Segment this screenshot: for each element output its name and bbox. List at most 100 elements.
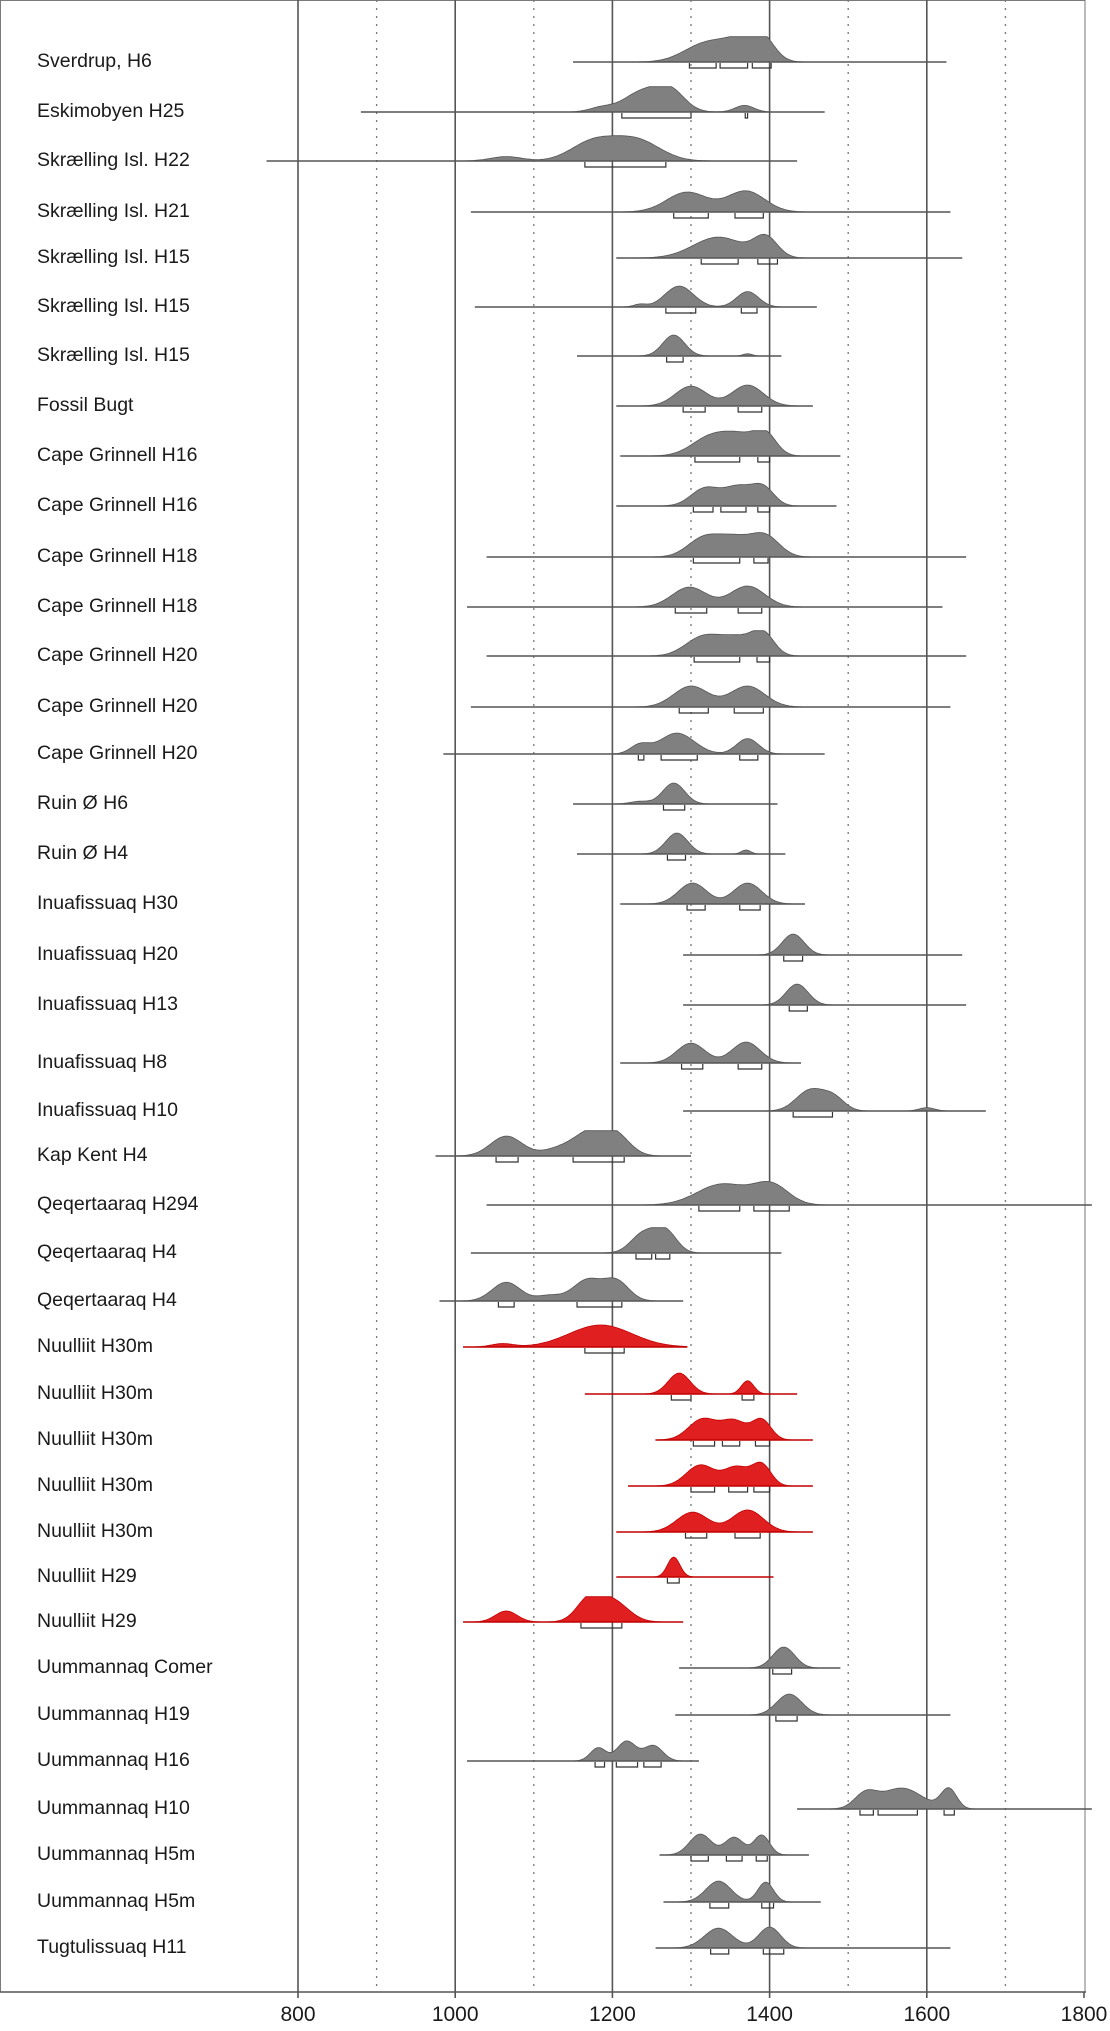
sample-row xyxy=(266,135,798,168)
sigma-bracket xyxy=(739,905,761,911)
x-tick-label: 1000 xyxy=(432,2003,479,2026)
density-curve xyxy=(655,1417,813,1441)
density-curve xyxy=(616,1509,813,1533)
sigma-bracket xyxy=(670,1395,692,1401)
sigma-bracket xyxy=(751,63,772,69)
density-curve xyxy=(616,482,837,507)
sigma-bracket xyxy=(690,1487,716,1493)
sample-label: Skrælling Isl. H15 xyxy=(37,246,190,268)
density-curve xyxy=(683,983,967,1006)
sigma-bracket xyxy=(740,308,758,314)
density-curve xyxy=(577,334,782,357)
sigma-bracket xyxy=(655,1254,671,1260)
sample-row xyxy=(616,233,963,265)
sigma-bracket xyxy=(709,1903,730,1909)
sample-label: Skrælling Isl. H15 xyxy=(37,295,190,317)
density-curve xyxy=(266,135,798,162)
sample-row xyxy=(655,1926,951,1955)
sigma-bracket xyxy=(725,1856,743,1862)
density-curve xyxy=(616,233,963,259)
sigma-bracket xyxy=(788,1006,808,1012)
density-curve xyxy=(435,1130,691,1157)
sigma-bracket xyxy=(692,1441,716,1447)
sample-row xyxy=(683,933,963,962)
sample-row xyxy=(486,532,967,564)
sample-row xyxy=(620,1041,802,1070)
density-curve xyxy=(628,1461,813,1487)
sample-label: Nuulliit H30m xyxy=(37,1520,153,1542)
sample-labels: Sverdrup, H6 Eskimobyen H25 Skrælling Isl.… xyxy=(37,50,213,1958)
sigma-bracket xyxy=(877,1810,918,1816)
sigma-bracket xyxy=(497,1302,515,1308)
density-curve xyxy=(439,1277,684,1302)
density-curve xyxy=(620,430,841,457)
density-curve xyxy=(470,1227,782,1254)
sigma-bracket xyxy=(621,113,692,119)
sample-label: Kap Kent H4 xyxy=(37,1144,148,1166)
sample-row xyxy=(679,1646,841,1675)
x-tick-label: 1800 xyxy=(1061,2003,1108,2026)
sample-row xyxy=(655,1417,813,1447)
sigma-bracket xyxy=(693,657,741,663)
sample-row xyxy=(486,1180,1092,1212)
sample-label: Cape Grinnell H20 xyxy=(37,742,198,764)
sigma-bracket xyxy=(720,507,747,513)
sigma-bracket xyxy=(721,1441,741,1447)
sigma-bracket xyxy=(673,213,709,219)
sigma-bracket xyxy=(678,708,709,714)
density-curve xyxy=(474,285,817,308)
sigma-bracket xyxy=(594,1762,606,1768)
x-tick-label: 1200 xyxy=(589,2003,636,2026)
density-curve xyxy=(463,1596,684,1623)
sample-label: Inuafissuaq H13 xyxy=(37,993,178,1015)
sigma-bracket xyxy=(741,1395,755,1401)
sample-row xyxy=(360,86,825,119)
density-curve xyxy=(573,782,778,805)
gridlines xyxy=(297,0,1007,1992)
sample-row xyxy=(683,983,967,1012)
sigma-bracket xyxy=(692,507,714,513)
sample-row xyxy=(683,1087,986,1118)
sample-label: Ruin Ø H6 xyxy=(37,792,128,814)
sample-label: Uummannaq H16 xyxy=(37,1749,190,1771)
sample-row xyxy=(616,1509,813,1539)
sigma-bracket xyxy=(580,1623,623,1629)
sample-label: Eskimobyen H25 xyxy=(37,100,185,122)
sigma-bracket xyxy=(737,1064,763,1070)
density-curve xyxy=(470,685,951,708)
sigma-bracket xyxy=(710,1949,730,1955)
sample-label: Nuulliit H30m xyxy=(37,1428,153,1450)
sample-row xyxy=(470,685,951,714)
sample-label: Tugtulissuaq H11 xyxy=(37,1936,187,1958)
sample-row xyxy=(577,334,782,363)
sigma-bracket xyxy=(753,1487,771,1493)
sample-label: Nuulliit H29 xyxy=(37,1565,137,1587)
sigma-bracket xyxy=(753,1206,790,1212)
sample-row xyxy=(620,882,805,911)
sample-row xyxy=(470,190,951,219)
sigma-bracket xyxy=(635,1254,653,1260)
sample-label: Uummannaq H10 xyxy=(37,1797,190,1819)
sample-label: Inuafissuaq H10 xyxy=(37,1099,178,1121)
sigma-bracket xyxy=(762,1949,785,1955)
sigma-bracket xyxy=(737,407,763,413)
density-curve xyxy=(675,1693,951,1716)
sigma-bracket xyxy=(690,1856,709,1862)
sample-row xyxy=(470,1227,782,1260)
density-curve xyxy=(797,1787,1092,1810)
sigma-bracket xyxy=(775,1716,798,1722)
sigma-bracket xyxy=(584,162,667,168)
sigma-bracket xyxy=(792,1112,834,1118)
sample-label: Nuulliit H30m xyxy=(37,1474,153,1496)
sample-label: Sverdrup, H6 xyxy=(37,50,152,72)
sigma-bracket xyxy=(666,357,684,363)
sample-label: Skrælling Isl. H22 xyxy=(37,149,190,171)
sigma-bracket xyxy=(728,1487,749,1493)
sigma-bracket xyxy=(734,213,764,219)
density-curve xyxy=(620,1041,801,1064)
density-curve xyxy=(616,1556,774,1578)
density-curve xyxy=(486,532,967,558)
sample-row xyxy=(466,1740,699,1768)
